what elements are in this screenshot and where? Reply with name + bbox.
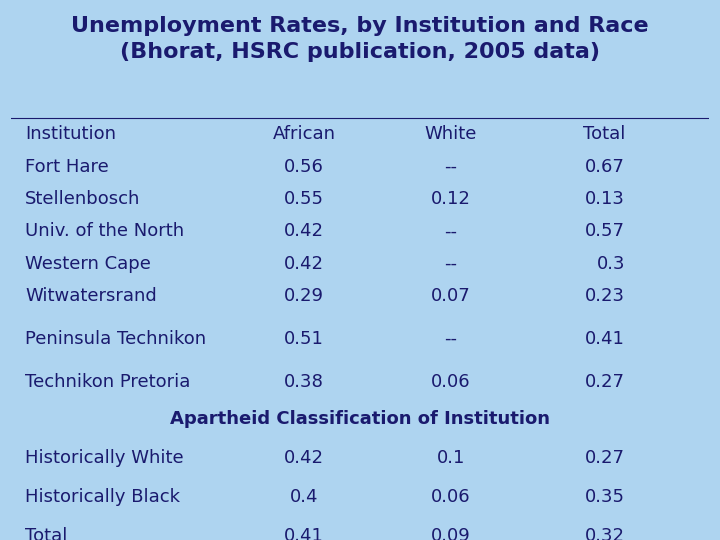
Text: 0.27: 0.27 — [585, 449, 625, 467]
Text: 0.3: 0.3 — [597, 255, 625, 273]
Text: 0.23: 0.23 — [585, 287, 625, 305]
Text: 0.67: 0.67 — [585, 158, 625, 176]
Text: --: -- — [444, 158, 457, 176]
Text: White: White — [425, 125, 477, 143]
Text: 0.1: 0.1 — [436, 449, 465, 467]
Text: 0.13: 0.13 — [585, 190, 625, 208]
Text: Stellenbosch: Stellenbosch — [25, 190, 140, 208]
Text: 0.07: 0.07 — [431, 287, 471, 305]
Text: Historically Black: Historically Black — [25, 488, 180, 506]
Text: 0.35: 0.35 — [585, 488, 625, 506]
Text: 0.06: 0.06 — [431, 488, 470, 506]
Text: 0.55: 0.55 — [284, 190, 324, 208]
Text: 0.41: 0.41 — [284, 527, 324, 540]
Text: 0.51: 0.51 — [284, 330, 324, 348]
Text: 0.12: 0.12 — [431, 190, 471, 208]
Text: --: -- — [444, 255, 457, 273]
Text: Western Cape: Western Cape — [25, 255, 151, 273]
Text: 0.27: 0.27 — [585, 373, 625, 391]
Text: 0.42: 0.42 — [284, 255, 324, 273]
Text: 0.4: 0.4 — [290, 488, 318, 506]
Text: --: -- — [444, 222, 457, 240]
Text: 0.41: 0.41 — [585, 330, 625, 348]
Text: --: -- — [444, 330, 457, 348]
Text: Witwatersrand: Witwatersrand — [25, 287, 157, 305]
Text: Peninsula Technikon: Peninsula Technikon — [25, 330, 206, 348]
Text: Unemployment Rates, by Institution and Race
(Bhorat, HSRC publication, 2005 data: Unemployment Rates, by Institution and R… — [71, 16, 649, 62]
Text: 0.42: 0.42 — [284, 222, 324, 240]
Text: 0.29: 0.29 — [284, 287, 324, 305]
Text: Total: Total — [25, 527, 68, 540]
Text: African: African — [273, 125, 336, 143]
Text: Total: Total — [582, 125, 625, 143]
Text: Fort Hare: Fort Hare — [25, 158, 109, 176]
Text: 0.57: 0.57 — [585, 222, 625, 240]
Text: 0.06: 0.06 — [431, 373, 470, 391]
Text: 0.42: 0.42 — [284, 449, 324, 467]
Text: Univ. of the North: Univ. of the North — [25, 222, 184, 240]
Text: 0.56: 0.56 — [284, 158, 324, 176]
Text: Institution: Institution — [25, 125, 116, 143]
Text: 0.09: 0.09 — [431, 527, 471, 540]
Text: Technikon Pretoria: Technikon Pretoria — [25, 373, 191, 391]
Text: Historically White: Historically White — [25, 449, 184, 467]
Text: 0.32: 0.32 — [585, 527, 625, 540]
Text: Apartheid Classification of Institution: Apartheid Classification of Institution — [170, 410, 550, 428]
Text: 0.38: 0.38 — [284, 373, 324, 391]
